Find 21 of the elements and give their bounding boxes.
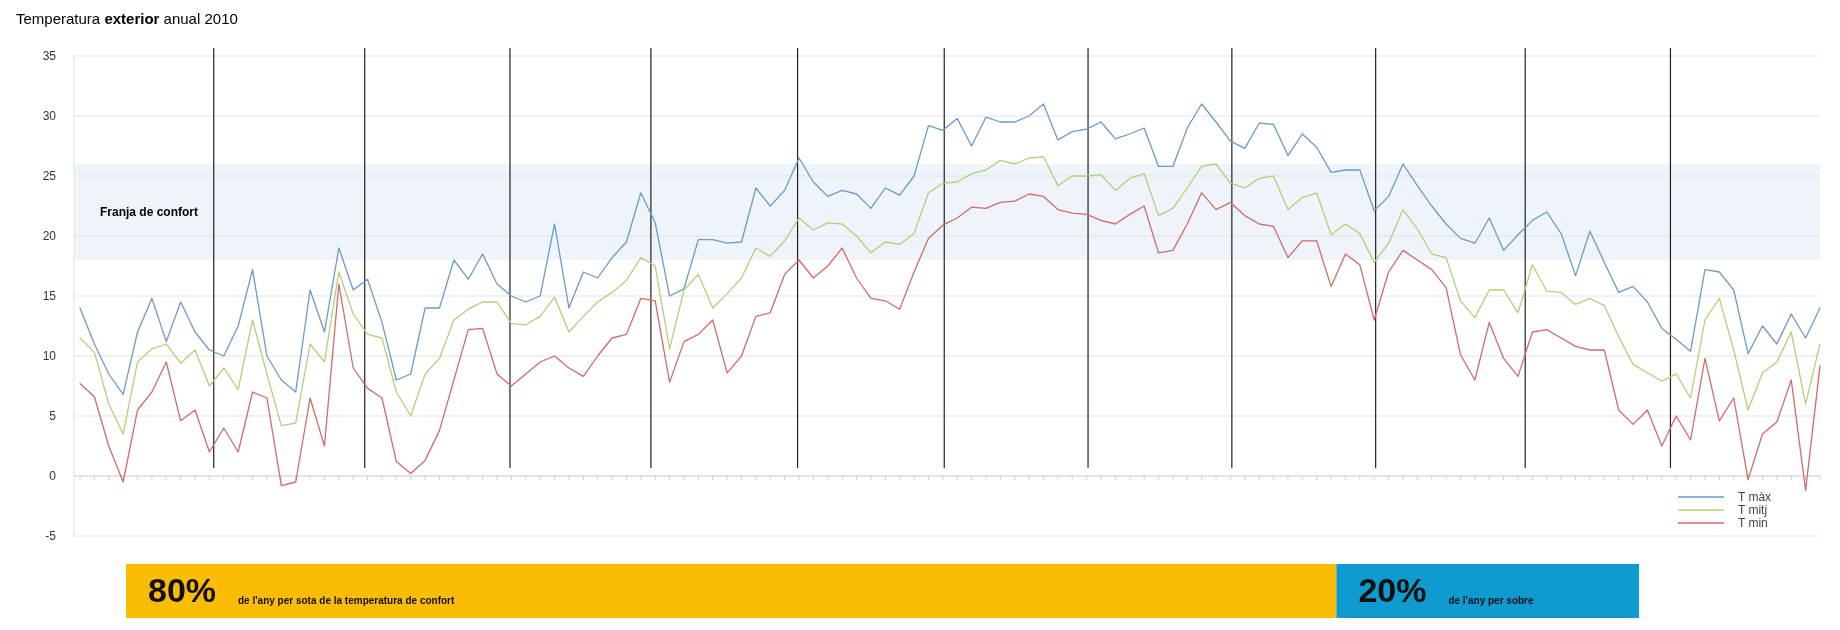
series-label: de l'any per sobre <box>1448 595 1535 606</box>
y-tick-label: -5 <box>45 529 57 543</box>
y-tick-label: 30 <box>42 109 57 123</box>
y-tick-label: 20 <box>42 229 57 243</box>
y-tick-label: 10 <box>42 349 57 363</box>
line-series <box>79 103 1821 396</box>
line-series <box>79 156 1821 435</box>
y-tick-label: 5 <box>49 409 57 423</box>
y-tick-label: 35 <box>42 49 57 63</box>
y-tick-label: 15 <box>42 289 57 303</box>
legend-label: T màx <box>1738 490 1772 504</box>
line-series <box>79 192 1821 492</box>
data-label: 20% <box>1358 571 1427 609</box>
data-label: 80% <box>148 571 217 609</box>
legend-label: T min <box>1738 516 1768 530</box>
y-tick-label: 25 <box>42 169 57 183</box>
legend-label: T mitj <box>1738 503 1768 517</box>
band-label: Franja de confort <box>100 205 199 219</box>
chart-title: Temperatura exterior anual 2010 <box>16 10 238 27</box>
y-tick-label: 0 <box>49 469 57 483</box>
series-label: de l'any per sota de la temperatura de confort <box>238 595 455 606</box>
